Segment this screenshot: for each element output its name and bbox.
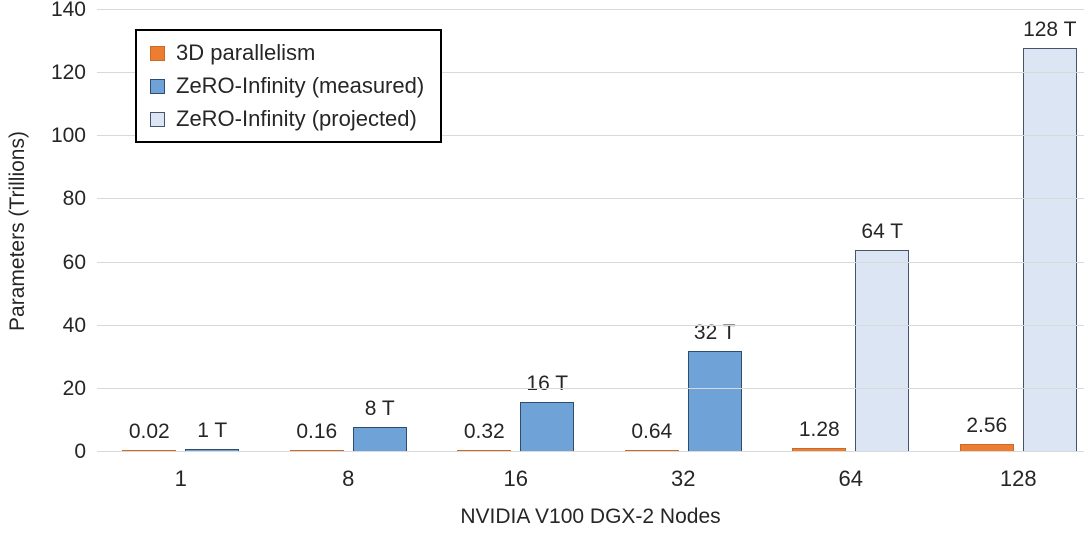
x-tick-label-64: 64	[838, 466, 863, 491]
data-label: 0.32	[463, 420, 505, 443]
gridline-20	[97, 387, 1084, 389]
bar-zero-infinity-projected--64	[855, 249, 910, 452]
gridline-120	[97, 72, 1084, 74]
data-label: 0.02	[128, 420, 170, 443]
x-tick-label-16: 16	[503, 466, 528, 491]
legend-swatch-icon	[150, 78, 165, 94]
legend-label: ZeRO-Infinity (measured)	[176, 73, 425, 98]
data-label: 1 T	[197, 418, 228, 442]
x-tick-label-32: 32	[671, 466, 696, 491]
gridline-40	[97, 324, 1084, 326]
bar-zero-infinity-projected--128	[1022, 47, 1077, 452]
legend-swatch-icon	[150, 45, 165, 61]
x-axis-ticks: 1 8 16 32 64 128	[97, 466, 1084, 492]
bar-column: 8 T	[352, 10, 407, 452]
bar-column: 2.56	[959, 10, 1014, 452]
bar-zero-infinity-measured--32	[687, 350, 742, 452]
x-axis-title: NVIDIA V100 DGX-2 Nodes	[460, 505, 721, 528]
legend-entry: 3D parallelism	[150, 38, 424, 68]
gridline-80	[97, 198, 1084, 200]
y-tick-label-40: 40	[62, 313, 86, 337]
y-tick-label-100: 100	[50, 124, 86, 148]
bar-column: 0.32	[457, 10, 512, 452]
data-label: 8 T	[364, 396, 395, 420]
data-label: 32 T	[693, 320, 736, 344]
data-label: 16 T	[526, 371, 569, 395]
data-label: 128 T	[1023, 17, 1077, 41]
gridline-140	[97, 9, 1084, 10]
gridline-100	[97, 135, 1084, 137]
x-tick-label-128: 128	[999, 466, 1037, 491]
bar-column: 0.64	[624, 10, 679, 452]
legend-swatch-icon	[150, 111, 165, 127]
bar-column: 32 T	[687, 10, 742, 452]
bar-group-16: 0.32 16 T	[432, 10, 600, 452]
bar-zero-infinity-measured--8	[352, 426, 407, 452]
bar-group-32: 0.64 32 T	[600, 10, 768, 452]
legend: 3D parallelism ZeRO-Infinity (measured) Ze…	[135, 29, 443, 143]
bar-column: 1.28	[792, 10, 847, 452]
y-tick-label-20: 20	[62, 376, 86, 400]
data-label: 64 T	[861, 219, 904, 243]
x-tick-label-8: 8	[342, 466, 355, 491]
x-tick-label-1: 1	[174, 466, 187, 491]
y-tick-label-60: 60	[62, 250, 86, 274]
plot-area: 0.02 1 T 0.16 8 T 0.32 16 T 0.64 32 T 1.28 64 T 2.…	[97, 9, 1084, 452]
y-tick-label-120: 120	[50, 61, 86, 85]
legend-label: ZeRO-Infinity (projected)	[176, 106, 417, 131]
bar-groups: 0.02 1 T 0.16 8 T 0.32 16 T 0.64 32 T 1.28 64 T 2.…	[97, 10, 1084, 452]
bar-zero-infinity-measured--16	[520, 401, 575, 452]
bar-group-1: 0.02 1 T	[97, 10, 265, 452]
legend-entry: ZeRO-Infinity (projected)	[150, 104, 424, 134]
y-tick-label-80: 80	[62, 187, 86, 211]
y-axis-ticks: 0 20 40 60 80 100 120 140	[0, 0, 86, 463]
y-tick-label-140: 140	[50, 0, 86, 21]
data-label: 0.64	[631, 419, 673, 443]
data-label: 0.16	[296, 420, 338, 443]
legend-entry: ZeRO-Infinity (measured)	[150, 71, 424, 101]
legend-label: 3D parallelism	[176, 40, 316, 65]
gridline-0	[97, 451, 1084, 452]
data-label: 1.28	[798, 417, 840, 441]
bar-column: 64 T	[855, 10, 910, 452]
bar-group-128: 2.56 128 T	[935, 10, 1084, 452]
gridline-60	[97, 261, 1084, 263]
data-label: 2.56	[966, 413, 1008, 437]
bar-column: 128 T	[1022, 10, 1077, 452]
bar-group-64: 1.28 64 T	[767, 10, 935, 452]
bar-column: 16 T	[520, 10, 575, 452]
y-tick-label-0: 0	[74, 440, 86, 463]
